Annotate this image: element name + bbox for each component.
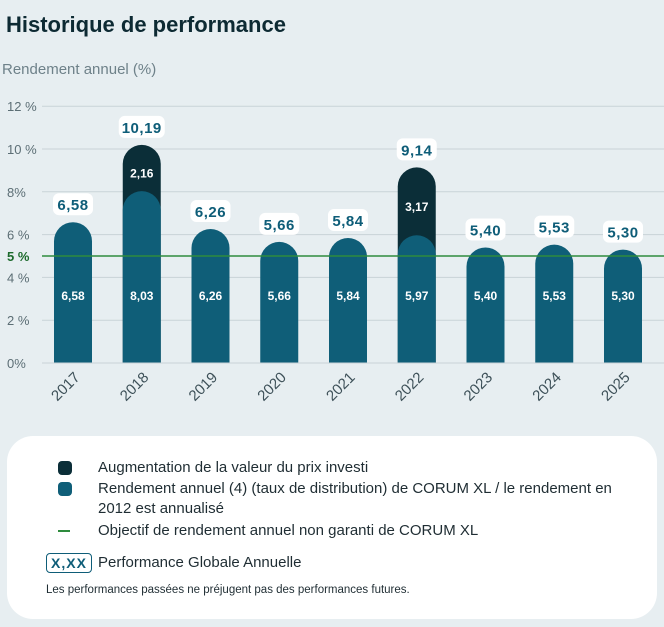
bar-value-label: 5,84 (336, 289, 360, 303)
bar-segment-annual-yield (466, 247, 505, 363)
legend-label: Augmentation de la valeur du prix invest… (98, 459, 369, 476)
x-tick-label: 2023 (461, 369, 497, 405)
x-tick-label: 2022 (392, 369, 428, 405)
legend-label: Objectif de rendement annuel non garanti… (98, 522, 479, 539)
bar-value-label: 5,53 (543, 289, 567, 303)
x-tick-label: 2018 (117, 369, 153, 405)
bar-value-label: 6,58 (61, 289, 85, 303)
total-label-box (328, 209, 368, 232)
x-tick-label: 2025 (598, 369, 634, 405)
bar-segment-annual-yield (535, 244, 574, 363)
legend-panel: Augmentation de la valeur du prix invest… (7, 436, 657, 619)
y-tick-label: 0% (7, 356, 26, 371)
total-label: 9,14 (401, 142, 432, 159)
total-label-box (603, 220, 643, 243)
bar-chart: 0% 2 % 4 % 5 % 6 % 8% 10 % 12 % 6,58 6,58 2017 8,03… (7, 99, 664, 405)
legend-target-line (58, 530, 70, 532)
bar-value-label: 5,40 (474, 289, 498, 303)
y-tick-label: 10 % (7, 142, 37, 157)
total-label-box (465, 218, 506, 241)
bar-segment-annual-yield (191, 229, 230, 363)
y-tick-label: 2 % (7, 313, 30, 328)
total-label: 5,84 (332, 213, 363, 230)
total-label-box (53, 193, 93, 216)
legend-swatch-teal (58, 482, 72, 496)
y-tick-label: 12 % (7, 99, 37, 114)
bar-value-label: 8,03 (130, 289, 154, 303)
bar-value-label: 5,66 (268, 289, 292, 303)
bar-segment-annual-yield (122, 191, 161, 363)
bar-increase-label: 3,17 (405, 200, 429, 214)
total-label-box (259, 212, 300, 235)
bar-segment-annual-yield (54, 222, 92, 363)
bar-segment-annual-yield (260, 241, 299, 363)
total-label-box (190, 200, 231, 223)
total-label-box (118, 115, 165, 138)
legend-label: Rendement annuel (4) (taux de distributi… (98, 480, 612, 517)
y-tick-label: 5 % (7, 249, 30, 264)
disclaimer: Les performances passées ne préjugent pa… (46, 584, 410, 596)
chart-subtitle: Rendement annuel (%) (2, 61, 157, 78)
bar-increase-label: 2,16 (130, 167, 154, 181)
bar-value-label: 5,30 (611, 289, 635, 303)
x-tick-label: 2021 (323, 369, 359, 405)
total-label-box (396, 138, 437, 161)
total-label: 5,30 (607, 225, 638, 242)
bar-segment-annual-yield (397, 235, 436, 363)
bar-segment-annual-yield (604, 249, 642, 363)
y-tick-label: 8% (7, 185, 26, 200)
total-label: 10,19 (122, 120, 162, 137)
x-tick-label: 2024 (529, 369, 565, 405)
y-tick-label: 4 % (7, 270, 30, 285)
page-title: Historique de performance (6, 12, 286, 37)
x-tick-label: 2019 (186, 369, 222, 405)
total-label: 5,53 (539, 220, 570, 237)
total-performance-badge: X,XX (46, 553, 92, 573)
bar-value-label: 5,97 (405, 289, 429, 303)
x-tick-label: 2017 (48, 369, 84, 405)
total-label: 5,66 (264, 217, 295, 234)
legend-swatch-dark (58, 461, 72, 475)
x-tick-label: 2020 (254, 369, 290, 405)
bar-segment-annual-yield (329, 238, 367, 363)
bar-value-label: 6,26 (199, 289, 223, 303)
total-label-box (534, 215, 575, 238)
total-label: 6,26 (195, 204, 226, 221)
total-performance-label: Performance Globale Annuelle (98, 554, 302, 571)
total-label: 5,40 (470, 222, 501, 239)
total-label: 6,58 (57, 197, 88, 214)
y-tick-label: 6 % (7, 228, 30, 243)
